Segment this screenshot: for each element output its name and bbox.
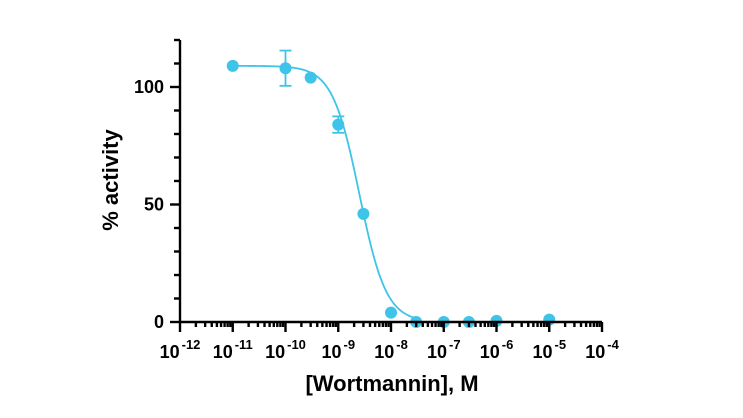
x-tick-label: 10 -6 <box>480 337 514 362</box>
y-axis-ticks: 0 50 100 <box>134 38 180 332</box>
data-point <box>332 118 345 131</box>
x-tick-label: 10 -10 <box>265 337 306 362</box>
y-tick-label: 0 <box>154 312 164 332</box>
y-axis-title: % activity <box>98 128 123 230</box>
data-point <box>357 207 370 220</box>
fit-curve-layer <box>232 64 418 320</box>
x-tick-label: 10 -4 <box>585 337 619 362</box>
y-tick-label: 50 <box>144 195 164 215</box>
data-point <box>385 306 397 319</box>
data-points-layer <box>226 49 556 328</box>
x-tick-label: 10 -11 <box>213 337 253 362</box>
x-tick-label: 10 -9 <box>321 337 355 362</box>
x-axis-title: [Wortmannin], M <box>305 371 478 396</box>
data-point <box>226 59 239 72</box>
y-tick-label: 100 <box>134 77 164 97</box>
fit-curve <box>232 64 418 320</box>
x-tick-label: 10 -7 <box>427 337 461 362</box>
x-tick-label: 10 -8 <box>374 337 408 362</box>
x-tick-label: 10 -5 <box>532 337 566 362</box>
data-point <box>304 71 317 84</box>
data-point <box>279 62 292 75</box>
x-axis-ticks: 10 -12 10 -11 10 -10 10 -9 10 -8 10 -7 10 -6 10 -5 10 -4 <box>160 322 620 362</box>
x-tick-label: 10 -12 <box>160 337 201 362</box>
